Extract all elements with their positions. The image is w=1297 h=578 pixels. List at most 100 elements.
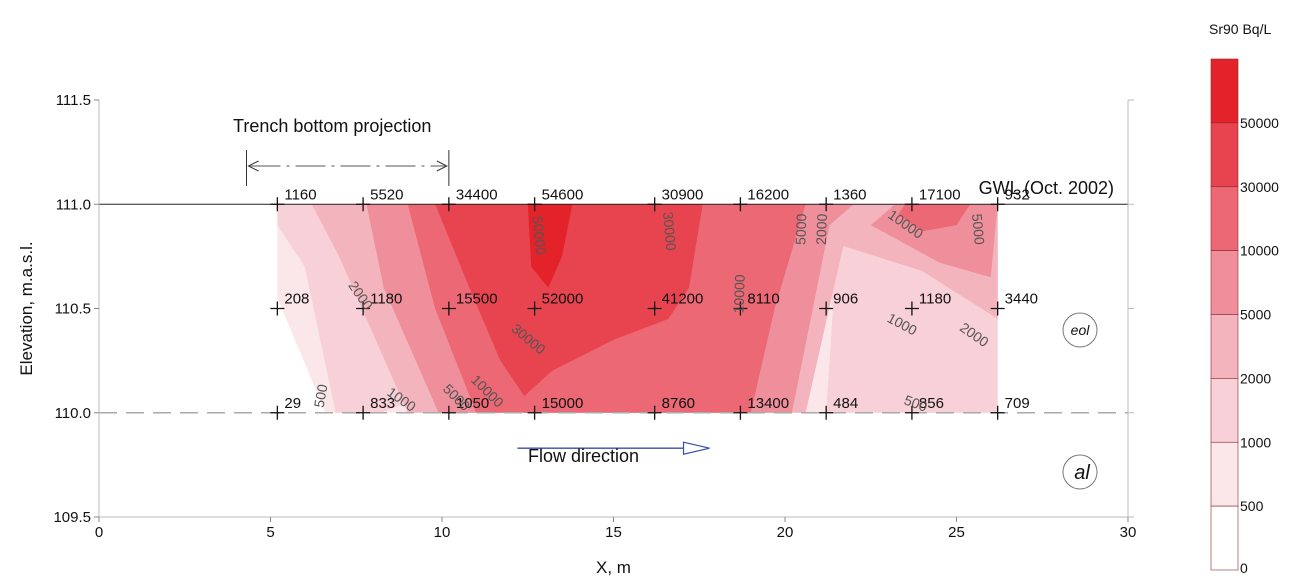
region-50000 <box>527 204 573 288</box>
trench-arrow-left <box>247 160 259 172</box>
sample-value-label: 1180 <box>919 291 951 308</box>
x-tick-label: 30 <box>1120 524 1137 541</box>
trench-arrow-right <box>436 160 448 172</box>
sample-marker <box>990 405 1005 420</box>
legend-label: 0 <box>1240 560 1248 576</box>
sample-value-label: 16200 <box>747 186 789 203</box>
sample-marker <box>819 301 834 316</box>
contour-label: 500 <box>902 392 930 415</box>
sample-marker <box>527 301 542 316</box>
x-axis-title: X, m <box>596 558 631 577</box>
sample-value-label: 484 <box>833 395 858 412</box>
y-tick-label: 110.5 <box>55 301 91 318</box>
sample-value-label: 52000 <box>542 291 584 308</box>
x-tick-label: 15 <box>605 524 622 541</box>
sample-value-label: 5520 <box>370 186 403 203</box>
sample-marker <box>733 301 748 316</box>
legend-swatch-500 <box>1210 441 1239 507</box>
sample-marker <box>904 301 919 316</box>
sample-marker <box>356 405 371 420</box>
sample-marker <box>904 197 919 212</box>
region-10000 <box>898 204 971 232</box>
trench-label: Trench bottom projection <box>233 116 431 136</box>
legend: Sr90 Bq/L 0 500 1000 2000 5000 10000 30000 50000 <box>1209 21 1279 576</box>
sample-value-label: 54600 <box>542 186 584 203</box>
sample-value-label: 1160 <box>284 186 316 203</box>
region-30000 <box>435 204 703 397</box>
sample-marker <box>733 197 748 212</box>
contour-label: 2000 <box>813 213 830 245</box>
axis-ticks: 0 5 10 15 20 25 30 109.5 110.0 110.5 111.0 111.5 X, … <box>17 92 1136 577</box>
sample-value-label: 906 <box>833 291 858 308</box>
sample-value-label: 41200 <box>662 291 704 308</box>
legend-swatch-5000 <box>1210 250 1239 315</box>
sample-value-label: 34400 <box>456 186 498 203</box>
sample-marker <box>819 197 834 212</box>
legend-swatch-30000 <box>1210 122 1239 188</box>
legend-label: 50000 <box>1240 115 1279 131</box>
x-tick-label: 20 <box>777 524 794 541</box>
sample-value-label: 208 <box>284 291 309 308</box>
sample-points: 1160 5520 34400 54600 30900 16200 1360 17100 932… <box>270 186 1038 420</box>
contour-label: 30000 <box>660 211 679 251</box>
sample-marker <box>356 301 371 316</box>
eol-label: eol <box>1071 322 1091 338</box>
flow-label: Flow direction <box>528 446 639 466</box>
sample-marker <box>647 301 662 316</box>
x-tick-label: 25 <box>948 524 965 541</box>
sample-marker <box>733 405 748 420</box>
sample-value-label: 1360 <box>833 186 866 203</box>
sample-value-label: 932 <box>1005 186 1030 203</box>
flow-arrow-head <box>682 441 710 455</box>
sample-marker <box>527 197 542 212</box>
sample-value-label: 13400 <box>747 395 789 412</box>
sample-value-label: 15500 <box>456 291 498 308</box>
sample-value-label: 1180 <box>370 291 402 308</box>
x-tick-label: 5 <box>266 524 274 541</box>
legend-swatch-10000 <box>1210 186 1239 251</box>
sample-marker <box>441 197 456 212</box>
sample-value-label: 3440 <box>1005 291 1038 308</box>
sample-marker <box>270 301 285 316</box>
legend-title: Sr90 Bq/L <box>1209 21 1271 37</box>
x-tick-label: 0 <box>95 524 103 541</box>
legend-swatch-2000 <box>1210 314 1239 379</box>
eol-circle <box>1062 312 1098 348</box>
sample-value-label: 30900 <box>662 186 704 203</box>
legend-label: 2000 <box>1240 370 1271 386</box>
sample-value-label: 17100 <box>919 186 961 203</box>
sample-marker <box>819 405 834 420</box>
y-axis-title: Elevation, m.a.s.l. <box>17 241 36 375</box>
al-circle <box>1062 454 1098 490</box>
legend-label: 10000 <box>1240 243 1279 259</box>
gwl-label: GWL (Oct. 2002) <box>979 178 1114 198</box>
sample-value-label: 15000 <box>542 395 584 412</box>
sample-marker <box>647 405 662 420</box>
region-5000 <box>870 204 998 278</box>
contour-label: 10000 <box>730 274 747 314</box>
legend-label: 5000 <box>1240 307 1271 323</box>
sample-value-label: 833 <box>370 395 395 412</box>
sample-marker <box>270 197 285 212</box>
annotations: Trench bottom projection GWL (Oct. 2002) F… <box>233 116 1114 490</box>
contour-label: 5000 <box>792 213 809 245</box>
legend-swatch-1000 <box>1210 378 1239 443</box>
sample-marker <box>990 301 1005 316</box>
legend-label: 500 <box>1240 498 1264 514</box>
al-label: al <box>1074 462 1090 484</box>
sample-value-label: 709 <box>1005 395 1030 412</box>
sample-value-label: 8110 <box>747 291 779 308</box>
y-tick-label: 111.5 <box>56 92 91 109</box>
legend-swatch-50000 <box>1210 58 1239 124</box>
sample-marker <box>990 197 1005 212</box>
legend-label: 30000 <box>1240 179 1279 195</box>
y-tick-label: 110.0 <box>55 405 91 422</box>
sample-value-label: 29 <box>284 395 301 412</box>
y-tick-label: 109.5 <box>53 509 91 526</box>
sample-marker <box>904 405 919 420</box>
sample-marker <box>527 405 542 420</box>
sample-marker <box>270 405 285 420</box>
sample-marker <box>647 197 662 212</box>
legend-swatch-0 <box>1210 505 1239 571</box>
